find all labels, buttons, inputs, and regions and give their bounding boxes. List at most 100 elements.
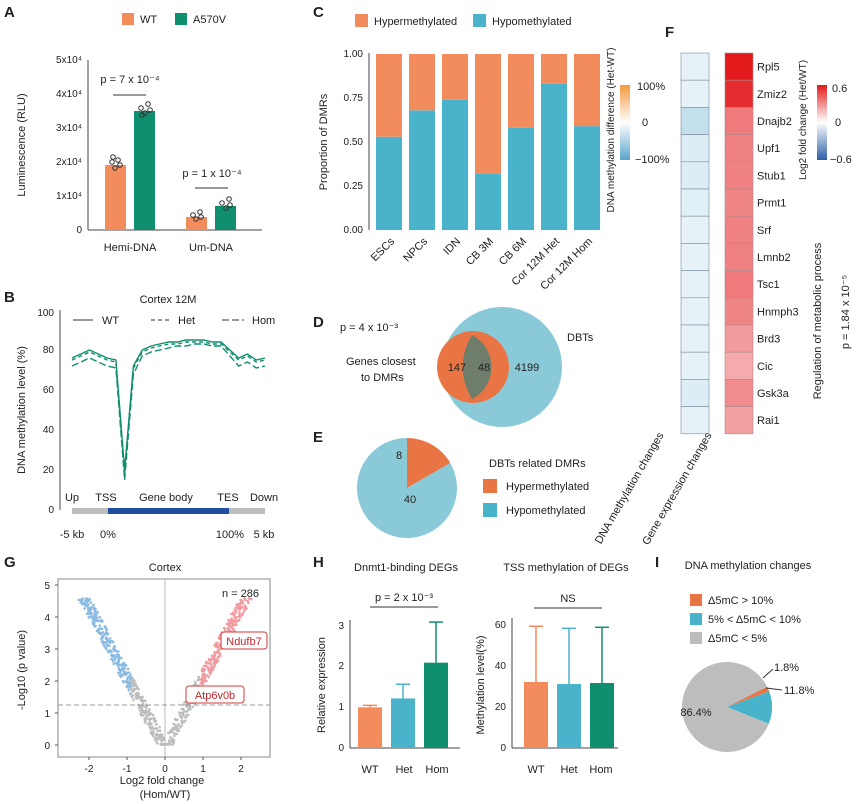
point — [181, 714, 185, 717]
pie-slice-high — [727, 686, 770, 707]
tick-label: 4 — [44, 613, 50, 624]
x-tick-label: Hom — [425, 764, 448, 776]
point — [191, 705, 195, 709]
p-value: p = 1 x 10⁻⁴ — [182, 168, 241, 180]
region-label: TES — [217, 492, 238, 504]
point — [235, 623, 238, 627]
point — [240, 606, 244, 609]
y-ticks-right: 0 20 40 60 — [495, 620, 507, 754]
point — [131, 690, 134, 693]
leader-line — [765, 687, 783, 691]
point — [137, 688, 140, 691]
point — [153, 720, 157, 723]
point — [210, 654, 214, 658]
point — [140, 697, 144, 701]
pie-slice-hypo — [356, 438, 457, 539]
gene-label-box — [220, 631, 268, 650]
bar — [590, 683, 614, 748]
p-value: p = 4 x 10⁻³ — [340, 322, 398, 334]
colorbar-title: DNA methylation difference (Het-WT) — [606, 48, 617, 213]
point — [180, 716, 184, 720]
y-ticks-left: 0 1 2 3 — [338, 621, 344, 754]
colorbar-tick: −0.6 — [830, 154, 852, 166]
point — [142, 704, 145, 708]
methylation-lines — [71, 339, 266, 481]
point — [218, 644, 222, 648]
point — [179, 725, 182, 729]
tick-label: 0 — [338, 743, 344, 754]
point — [83, 607, 86, 610]
tick-label: 20 — [495, 702, 507, 713]
point — [126, 676, 130, 679]
point — [212, 665, 216, 668]
point — [137, 692, 140, 696]
point — [110, 657, 114, 661]
point — [213, 653, 217, 657]
point — [117, 658, 121, 661]
colorbar-tick: 0 — [835, 117, 841, 129]
point — [180, 724, 184, 727]
point — [139, 711, 143, 715]
legend-swatch-hypo — [473, 14, 486, 27]
point — [173, 731, 176, 735]
heatmap-cell — [724, 351, 754, 380]
legend-swatch-wt — [122, 13, 134, 25]
point — [119, 669, 123, 673]
x-tick-label: -5 kb — [60, 529, 84, 541]
heatmap-cell — [724, 406, 754, 435]
point — [107, 650, 110, 654]
point — [168, 739, 171, 742]
tick-label: 1x10⁴ — [56, 191, 82, 202]
point — [131, 678, 135, 681]
point — [170, 740, 173, 743]
point — [243, 604, 247, 607]
point — [96, 629, 99, 632]
region-gene-body — [108, 508, 229, 514]
legend-label-hypo: Hypomethylated — [506, 505, 586, 517]
heatmap-cell — [724, 188, 754, 217]
heatmap-cell — [724, 134, 754, 163]
heatmap-cell — [724, 215, 754, 244]
point — [233, 616, 237, 619]
point — [112, 654, 115, 657]
tick-label: 1 — [200, 764, 206, 775]
bars-left — [358, 621, 448, 748]
plot-frame — [57, 578, 271, 758]
point — [238, 608, 241, 612]
tick-label: 1 — [338, 702, 344, 713]
legend-label-het: Het — [178, 315, 195, 327]
heatmap-cell — [724, 52, 754, 81]
point — [182, 720, 186, 724]
point — [114, 648, 117, 652]
point — [104, 626, 108, 630]
bar — [391, 698, 415, 748]
point — [127, 688, 131, 692]
legend-label-hom: Hom — [252, 315, 275, 327]
heatmap-cell — [724, 379, 754, 407]
gene-label: Zmiz2 — [757, 89, 787, 101]
point — [169, 736, 172, 739]
point — [140, 705, 143, 708]
point — [238, 611, 241, 614]
point — [212, 656, 216, 660]
colorbar-tick: 100% — [637, 81, 665, 93]
point — [216, 641, 219, 645]
point — [175, 732, 179, 736]
point — [173, 726, 177, 730]
point — [86, 605, 89, 608]
region-label: Gene body — [139, 492, 193, 504]
legend-label-wt: WT — [140, 14, 157, 26]
point — [167, 741, 171, 745]
point — [108, 637, 112, 640]
point — [151, 734, 155, 738]
gene-label: Dnajb2 — [757, 116, 792, 128]
point — [218, 653, 222, 656]
point — [89, 601, 92, 604]
point — [134, 696, 137, 699]
point — [197, 675, 201, 679]
gene-label: Hnmph3 — [757, 306, 799, 318]
tick-label: 0 — [500, 743, 506, 754]
slice-label: 11.8% — [784, 685, 815, 697]
point — [208, 667, 212, 671]
point — [150, 717, 153, 720]
